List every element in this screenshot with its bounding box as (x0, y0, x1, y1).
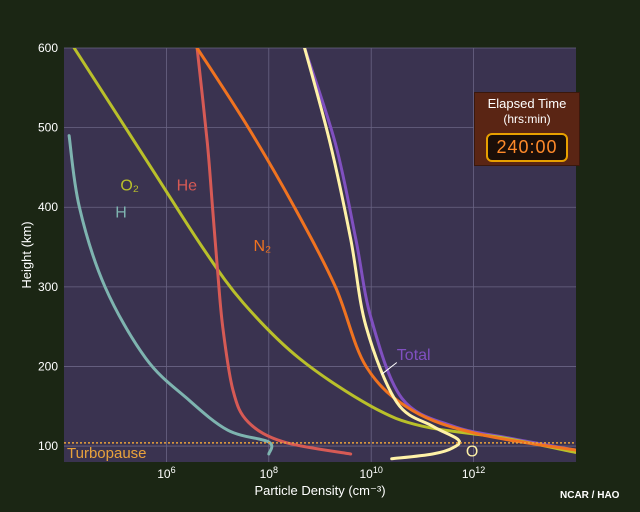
series-label: He (177, 178, 198, 195)
series-line-he (195, 48, 353, 456)
series-line-o (303, 48, 461, 461)
series-labels: H O₂ He N₂ O Total Turbopause (67, 178, 478, 462)
series-label: N₂ (253, 238, 271, 255)
elapsed-time-panel: Elapsed Time (hrs:min) 240:00 (474, 92, 580, 166)
elapsed-time-title: Elapsed Time (487, 96, 567, 111)
credit-text: NCAR / HAO (560, 490, 620, 501)
elapsed-time-value: 240:00 (486, 133, 568, 162)
x-tick-label: 108 (260, 465, 278, 481)
y-tick-label: 300 (38, 280, 58, 294)
x-axis-label: Particle Density (cm⁻³) (254, 483, 385, 498)
series-label: H (115, 205, 127, 222)
series-label: O (466, 443, 478, 460)
series-label: O₂ (120, 178, 139, 195)
turbopause-label: Turbopause (67, 445, 147, 462)
series-label: Total (397, 347, 431, 364)
x-tick-label: 1012 (462, 465, 485, 481)
x-tick-label: 1010 (360, 465, 383, 481)
elapsed-time-units: (hrs:min) (503, 112, 551, 126)
y-axis-label: Height (km) (19, 221, 34, 288)
y-tick-label: 500 (38, 121, 58, 135)
y-tick-label: 200 (38, 359, 58, 373)
tick-labels: 100 200 300 400 500 600 106 108 1010 1012 (38, 41, 485, 481)
y-tick-label: 100 (38, 439, 58, 453)
grid (64, 47, 576, 462)
series-line-n (195, 48, 576, 452)
total-leader-line (381, 362, 398, 375)
x-tick-label: 106 (157, 465, 175, 481)
y-tick-label: 400 (38, 200, 58, 214)
y-tick-label: 600 (38, 41, 58, 55)
series-layer (64, 48, 576, 461)
series-line-h (67, 134, 274, 456)
